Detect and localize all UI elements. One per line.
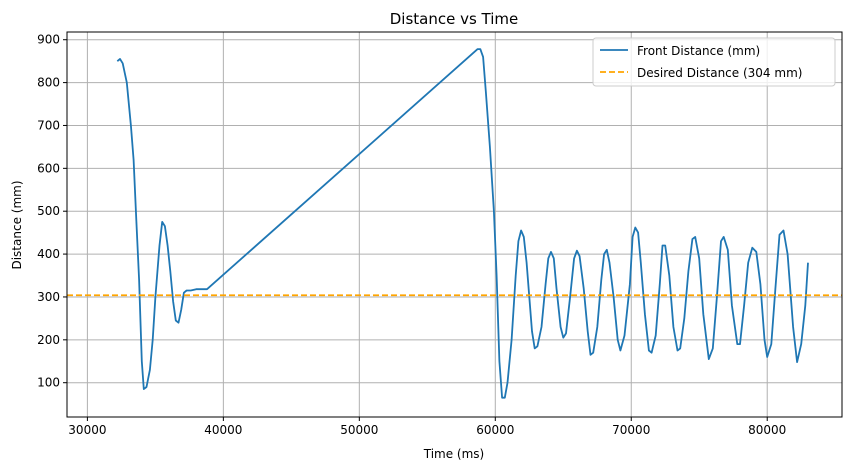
y-tick-label: 800 (37, 76, 60, 90)
x-tick-label: 60000 (476, 423, 514, 437)
y-axis-label: Distance (mm) (10, 180, 24, 269)
y-tick-label: 200 (37, 333, 60, 347)
y-tick-label: 100 (37, 376, 60, 390)
y-tick-label: 700 (37, 118, 60, 132)
y-tick-label: 400 (37, 247, 60, 261)
y-tick-label: 300 (37, 290, 60, 304)
y-tick-label: 500 (37, 204, 60, 218)
y-tick-label: 600 (37, 161, 60, 175)
x-axis-label: Time (ms) (423, 447, 485, 461)
legend: Front Distance (mm) Desired Distance (30… (592, 37, 836, 87)
x-tick-label: 30000 (68, 423, 106, 437)
chart-title: Distance vs Time (390, 10, 519, 28)
legend-label-desired: Desired Distance (304 mm) (637, 66, 802, 80)
x-tick-label: 80000 (748, 423, 786, 437)
legend-label-front: Front Distance (mm) (637, 44, 760, 58)
x-tick-label: 70000 (612, 423, 650, 437)
x-tick-label: 40000 (204, 423, 242, 437)
y-tick-label: 900 (37, 33, 60, 47)
plot-frame (66, 31, 843, 418)
x-tick-label: 50000 (340, 423, 378, 437)
front-distance-line (116, 48, 809, 399)
